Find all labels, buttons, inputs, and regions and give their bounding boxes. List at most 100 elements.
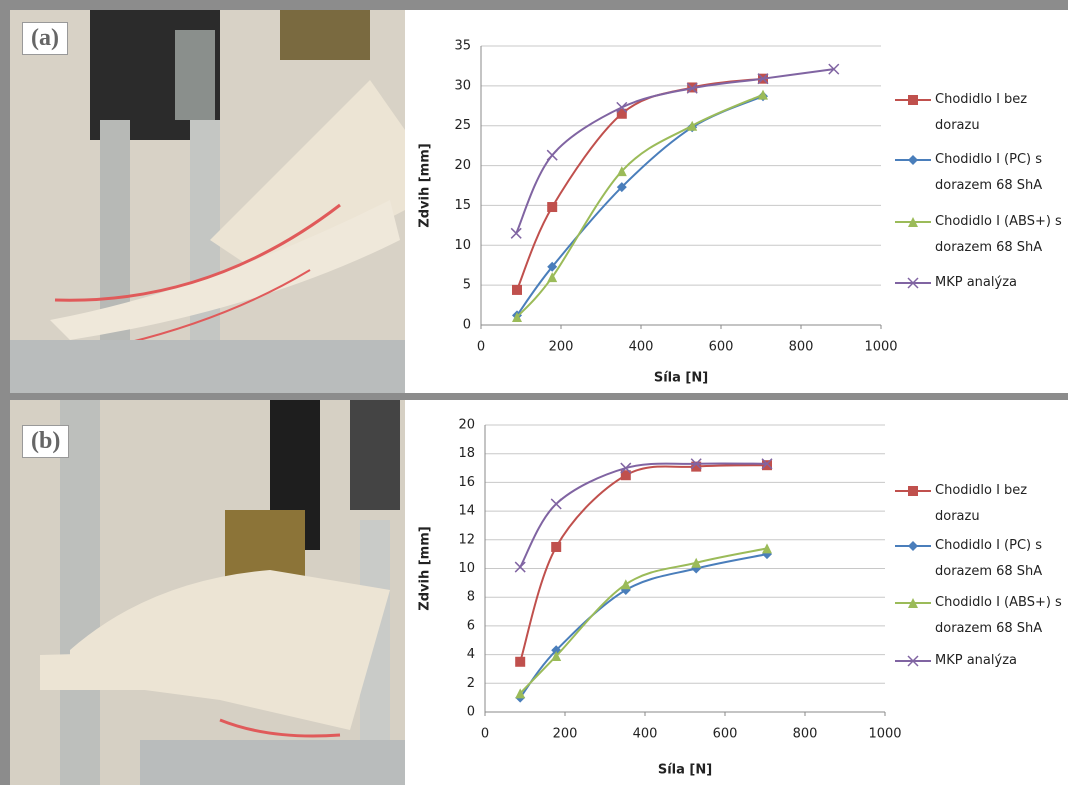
- marker: [546, 149, 558, 161]
- x-tick-label: 600: [713, 727, 738, 742]
- marker: [547, 261, 558, 272]
- y-tick-label: 35: [454, 39, 471, 54]
- marker: [620, 470, 631, 481]
- marker: [690, 458, 702, 470]
- marker: [515, 688, 526, 699]
- marker: [691, 557, 702, 568]
- legend-marker: [908, 598, 918, 608]
- marker: [687, 120, 698, 131]
- x-tick-label: 200: [553, 727, 578, 742]
- marker: [686, 82, 698, 94]
- y-tick-label: 16: [458, 475, 475, 490]
- chart: 0 5 10 15 20 25 30 35 0 200 400 600 800 1000 Síla [N] Z…: [405, 10, 1068, 393]
- marker: [616, 101, 628, 113]
- legend-label: Chodidlo I bez dorazu: [935, 92, 1028, 133]
- y-axis-title: Zdvih [mm]: [418, 143, 433, 227]
- series-line: [519, 547, 768, 695]
- marker: [691, 461, 702, 472]
- y-tick-label: 10: [454, 238, 471, 253]
- legend-marker: [908, 155, 918, 165]
- x-tick-label: 200: [549, 340, 574, 355]
- legend-item: Chodidlo I (ABS+) s dorazem 68 ShA: [935, 214, 1062, 255]
- y-tick-label: 14: [458, 504, 475, 519]
- panel-label: (b): [22, 425, 70, 458]
- legend-item: MKP analýza: [935, 653, 1017, 668]
- legend-marker: [907, 277, 919, 289]
- y-tick-label: 20: [454, 158, 471, 173]
- panel-label: (a): [22, 22, 68, 55]
- y-tick-label: 30: [454, 78, 471, 93]
- photo-b: [10, 400, 405, 785]
- marker: [828, 63, 840, 75]
- legend-label: MKP analýza: [935, 275, 1017, 290]
- x-tick-label: 800: [793, 727, 818, 742]
- marker: [620, 462, 632, 474]
- x-tick-label: 600: [709, 340, 734, 355]
- x-tick-label: 0: [481, 727, 489, 742]
- x-tick-label: 0: [477, 340, 485, 355]
- marker: [761, 458, 773, 470]
- marker: [762, 543, 772, 554]
- y-tick-label: 5: [463, 278, 471, 293]
- y-tick-label: 6: [467, 618, 475, 633]
- x-tick-label: 400: [633, 727, 658, 742]
- photo-a: [10, 10, 405, 393]
- legend-label: Chodidlo I bez dorazu: [935, 483, 1028, 524]
- legend-label: Chodidlo I (PC) s dorazem 68 ShA: [935, 538, 1043, 579]
- marker: [551, 541, 562, 552]
- marker: [620, 579, 631, 590]
- y-tick-label: 4: [467, 647, 475, 662]
- legend-label: Chodidlo I (ABS+) s dorazem 68 ShA: [935, 214, 1062, 255]
- legend-label: MKP analýza: [935, 653, 1017, 668]
- marker: [757, 73, 769, 85]
- x-tick-label: 1000: [864, 340, 897, 355]
- marker: [616, 182, 627, 193]
- marker: [762, 460, 772, 471]
- legend-marker: [908, 95, 918, 105]
- y-tick-label: 2: [467, 676, 475, 691]
- x-axis-title: Síla [N]: [658, 763, 712, 778]
- legend-item: Chodidlo I bez dorazu: [935, 483, 1028, 524]
- y-tick-label: 0: [467, 705, 475, 720]
- y-tick-label: 20: [458, 418, 475, 433]
- legend-item: Chodidlo I (PC) s dorazem 68 ShA: [935, 152, 1043, 193]
- x-tick-label: 400: [629, 340, 654, 355]
- series-line: [515, 68, 834, 234]
- legend-item: Chodidlo I (ABS+) s dorazem 68 ShA: [935, 595, 1062, 636]
- marker: [512, 284, 522, 295]
- y-tick-label: 8: [467, 590, 475, 605]
- y-tick-label: 25: [454, 118, 471, 133]
- marker: [512, 312, 522, 323]
- legend-marker: [908, 541, 918, 551]
- marker: [550, 498, 562, 510]
- y-tick-label: 18: [458, 446, 475, 461]
- marker: [547, 272, 558, 283]
- marker: [515, 656, 526, 667]
- legend-marker: [907, 655, 919, 667]
- y-tick-label: 12: [458, 532, 475, 547]
- y-axis-title: Zdvih [mm]: [418, 526, 433, 610]
- marker: [758, 89, 768, 100]
- legend-marker: [908, 486, 918, 496]
- marker: [510, 227, 522, 239]
- legend-label: Chodidlo I (ABS+) s dorazem 68 ShA: [935, 595, 1062, 636]
- y-tick-label: 0: [463, 318, 471, 333]
- marker: [547, 202, 558, 213]
- marker: [616, 166, 627, 177]
- marker: [616, 108, 627, 119]
- legend-item: MKP analýza: [935, 275, 1017, 290]
- series-line: [519, 464, 768, 663]
- y-tick-label: 10: [458, 561, 475, 576]
- x-axis-title: Síla [N]: [654, 371, 708, 386]
- legend-marker: [908, 217, 918, 227]
- marker: [551, 651, 562, 662]
- x-tick-label: 1000: [868, 727, 901, 742]
- y-tick-label: 15: [454, 198, 471, 213]
- x-tick-label: 800: [789, 340, 814, 355]
- legend-item: Chodidlo I (PC) s dorazem 68 ShA: [935, 538, 1043, 579]
- legend-label: Chodidlo I (PC) s dorazem 68 ShA: [935, 152, 1043, 193]
- marker: [514, 561, 526, 573]
- legend-item: Chodidlo I bez dorazu: [935, 92, 1028, 133]
